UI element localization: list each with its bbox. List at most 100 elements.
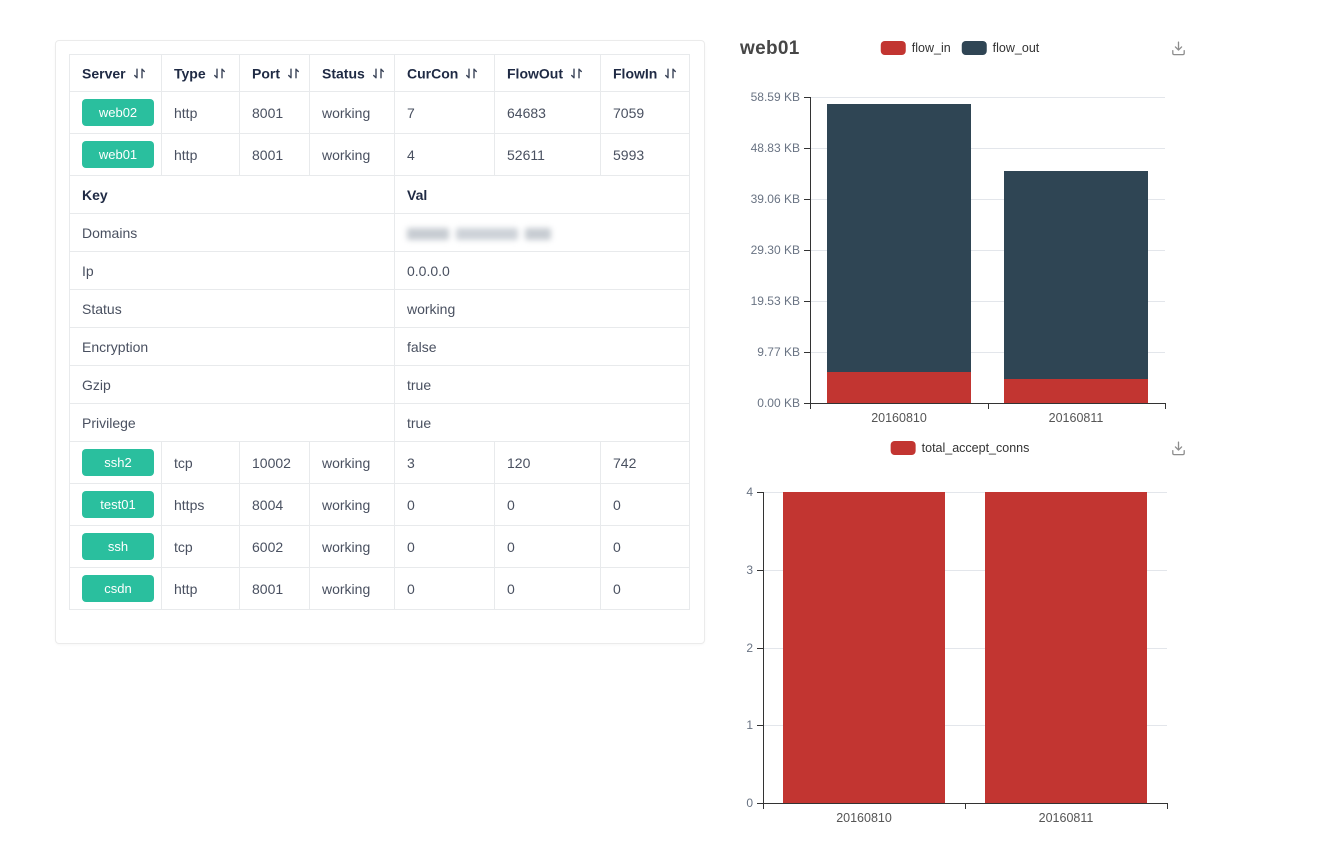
y-tick-label: 4 (746, 485, 753, 499)
cell-port: 10002 (239, 441, 310, 484)
legend-label: flow_in (911, 41, 951, 55)
y-tick-label: 9.77 KB (757, 345, 800, 359)
x-axis-tick (763, 803, 764, 809)
server-button-test01[interactable]: test01 (82, 491, 154, 518)
bar-segment-flow_out (827, 104, 971, 372)
y-tick-label: 29.30 KB (750, 243, 800, 257)
y-tick-label: 58.59 KB (750, 90, 800, 104)
cell-port: 8001 (239, 567, 310, 610)
server-panel-card: Server Type Port Status CurCon FlowOut F… (55, 40, 705, 644)
cell-status: working (309, 567, 395, 610)
chart-header: total_accept_conns (730, 438, 1190, 464)
sort-icon[interactable] (287, 67, 300, 80)
key-val-row: Gzip true (69, 365, 690, 404)
table-header-row: Server Type Port Status CurCon FlowOut F… (69, 54, 690, 92)
server-button-csdn[interactable]: csdn (82, 575, 154, 602)
cell-type: tcp (161, 525, 240, 568)
y-tick-label: 39.06 KB (750, 192, 800, 206)
y-tick-label: 3 (746, 563, 753, 577)
sort-icon[interactable] (372, 67, 385, 80)
server-button-ssh2[interactable]: ssh2 (82, 449, 154, 476)
table-row: web02 http 8001 working 7 64683 7059 (69, 91, 690, 134)
blurred-text (525, 227, 551, 240)
cell-flowin: 5993 (600, 133, 690, 176)
cell-flowin: 0 (600, 567, 690, 610)
column-header-status[interactable]: Status (309, 54, 395, 92)
legend-label: flow_out (992, 41, 1040, 55)
column-header-type[interactable]: Type (161, 54, 240, 92)
legend-item-total-accept-conns[interactable]: total_accept_conns (890, 441, 1030, 455)
chart-header: web01 flow_in flow_out (730, 38, 1190, 64)
y-tick-label: 48.83 KB (750, 141, 800, 155)
key-val-header-row: Key Val (69, 175, 690, 214)
x-axis-tick (1167, 803, 1168, 809)
column-header-server[interactable]: Server (69, 54, 162, 92)
server-button-web02[interactable]: web02 (82, 99, 154, 126)
column-header-flowin[interactable]: FlowIn (600, 54, 690, 92)
key-header: Key (69, 175, 395, 214)
kv-key: Status (69, 289, 395, 328)
y-axis-tick (757, 803, 763, 804)
cell-curcon: 0 (394, 567, 495, 610)
cell-status: working (309, 483, 395, 526)
bar-segment-flow_in (1004, 379, 1148, 403)
bar-plot: 0 1 2 3 4 20160810 20160811 (746, 485, 1168, 825)
cell-curcon: 7 (394, 91, 495, 134)
cell-flowin: 0 (600, 525, 690, 568)
chart-title: web01 (740, 38, 800, 59)
cell-type: tcp (161, 441, 240, 484)
y-axis-tick (804, 352, 810, 353)
legend-item-flow-out[interactable]: flow_out (961, 41, 1040, 55)
server-button-web01[interactable]: web01 (82, 141, 154, 168)
cell-flowout: 120 (494, 441, 601, 484)
gridline (763, 725, 1167, 726)
cell-type: http (161, 567, 240, 610)
cell-flowin: 7059 (600, 91, 690, 134)
y-tick-label: 1 (746, 718, 753, 732)
column-header-port[interactable]: Port (239, 54, 310, 92)
cell-port: 8001 (239, 133, 310, 176)
y-axis-tick (757, 570, 763, 571)
y-tick-label: 0.00 KB (757, 396, 800, 410)
connections-chart: total_accept_conns 0 1 2 3 4 20160810 20160811 (730, 430, 1190, 840)
sort-icon[interactable] (213, 67, 226, 80)
gridline (763, 570, 1167, 571)
y-axis-line (810, 97, 811, 403)
sort-icon[interactable] (570, 67, 583, 80)
kv-key: Gzip (69, 365, 395, 404)
y-axis-tick (804, 148, 810, 149)
download-icon[interactable] (1170, 40, 1187, 57)
table-row: web01 http 8001 working 4 52611 5993 (69, 133, 690, 176)
column-header-flowout[interactable]: FlowOut (494, 54, 601, 92)
legend-swatch (880, 41, 906, 55)
kv-value: false (394, 327, 690, 366)
cell-flowout: 64683 (494, 91, 601, 134)
x-axis-tick (965, 803, 966, 809)
table-row: test01 https 8004 working 0 0 0 (69, 483, 690, 526)
bar-plot: 0.00 KB 9.77 KB 19.53 KB 29.30 KB 39.06 KB 48… (751, 90, 1166, 425)
sort-icon[interactable] (664, 67, 677, 80)
kv-value: 0.0.0.0 (394, 251, 690, 290)
cell-flowout: 0 (494, 483, 601, 526)
cell-curcon: 0 (394, 525, 495, 568)
sort-icon[interactable] (133, 67, 146, 80)
kv-value: working (394, 289, 690, 328)
kv-value: true (394, 403, 690, 442)
bar-segment-flow_out (1004, 171, 1148, 379)
legend-swatch (961, 41, 987, 55)
legend-swatch (890, 441, 916, 455)
kv-key: Ip (69, 251, 395, 290)
download-icon[interactable] (1170, 440, 1187, 457)
val-header: Val (394, 175, 690, 214)
gridline (763, 648, 1167, 649)
legend-item-flow-in[interactable]: flow_in (880, 41, 951, 55)
server-button-ssh[interactable]: ssh (82, 533, 154, 560)
legend-label: total_accept_conns (921, 441, 1030, 455)
column-header-curcon[interactable]: CurCon (394, 54, 495, 92)
table-row: ssh tcp 6002 working 0 0 0 (69, 525, 690, 568)
sort-icon[interactable] (465, 67, 478, 80)
y-axis-line (763, 492, 764, 803)
y-axis-tick (804, 199, 810, 200)
bar-segment-total_accept_conns (783, 492, 945, 803)
